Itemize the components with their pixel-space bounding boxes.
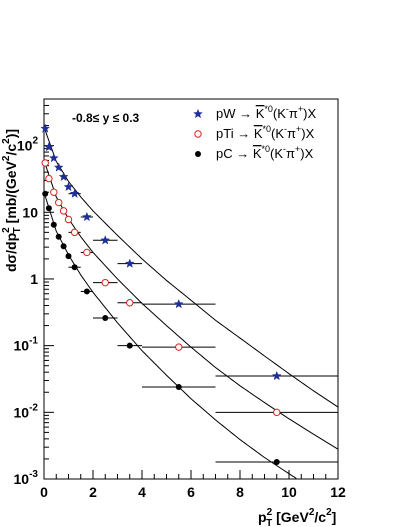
x-tick-label: 8 <box>236 484 244 500</box>
y-tick-label: 10 <box>22 204 38 220</box>
data-point <box>83 248 91 257</box>
x-tick-label: 0 <box>40 484 48 500</box>
data-point <box>40 123 51 133</box>
legend-marker <box>195 151 201 157</box>
fit-curve-pTi <box>43 160 339 450</box>
y-axis-ticks: 10-3 10-2 10-1 1 10 102 <box>14 98 54 487</box>
series-2 <box>42 190 338 465</box>
legend-label: pC → K*0(K-π+)X <box>216 144 314 161</box>
data-point <box>101 278 109 287</box>
y-axis-title: dσ/dp2T [mb/(GeV2/c2)] <box>1 129 23 272</box>
y-tick-label: 10-1 <box>14 336 39 354</box>
x-tick-label: 6 <box>187 484 195 500</box>
y-tick-label: 1 <box>30 271 38 287</box>
fit-curve-pC <box>43 192 297 479</box>
y-tick-label: 102 <box>17 136 39 154</box>
y-tick-label: 10-2 <box>14 402 39 420</box>
data-point <box>124 258 135 268</box>
data-point <box>271 370 282 381</box>
data-point <box>273 458 280 465</box>
fit-curves <box>43 126 339 479</box>
data-point <box>69 188 80 198</box>
data-point <box>126 299 134 307</box>
data-point <box>45 174 53 183</box>
legend-marker <box>193 108 203 119</box>
data-point <box>63 181 74 192</box>
data-point <box>102 314 109 321</box>
x-tick-label: 4 <box>138 484 146 500</box>
series-1 <box>41 159 338 417</box>
data-point <box>42 190 49 197</box>
data-point <box>65 253 72 260</box>
data-point <box>126 342 133 349</box>
series-0 <box>40 123 338 381</box>
fit-curve-pW <box>43 126 339 408</box>
data-point <box>64 215 73 224</box>
rapidity-annotation: -0.8≤ y ≤ 0.3 <box>72 111 140 125</box>
data-point <box>175 343 183 351</box>
x-axis-title: p2 T [GeV2/c2] <box>258 507 336 527</box>
data-point <box>60 243 67 250</box>
data-point <box>81 211 92 222</box>
x-tick-label: 2 <box>89 484 97 500</box>
data-point <box>100 235 111 245</box>
x-tick-label: 12 <box>330 484 346 500</box>
data-point <box>70 228 79 237</box>
legend-label: pTi → K*0(K-π+)X <box>216 124 315 141</box>
data-point <box>173 298 184 309</box>
data-point <box>273 408 281 417</box>
y-tick-label: 10-3 <box>14 469 39 487</box>
data-point <box>45 205 52 212</box>
legend-marker <box>194 130 202 138</box>
data-point <box>55 233 62 240</box>
data-point <box>53 162 64 172</box>
legend: pW → K*0(K-π+)X pTi → K*0(K-π+)X pC → K*0(… <box>193 104 317 161</box>
x-tick-label: 10 <box>281 484 297 500</box>
data-points <box>40 123 338 465</box>
data-point <box>41 159 49 167</box>
data-point <box>43 141 54 152</box>
data-point <box>71 264 78 271</box>
legend-label: pW → K*0(K-π+)X <box>216 104 317 121</box>
x-axis-ticks: 0 2 4 6 8 10 12 <box>40 470 346 500</box>
data-point <box>50 221 57 228</box>
data-point <box>59 207 68 215</box>
data-point <box>55 198 63 207</box>
data-point <box>50 188 58 196</box>
data-point <box>83 288 90 295</box>
data-point <box>58 171 69 182</box>
data-point <box>48 152 59 163</box>
data-point <box>175 383 182 390</box>
